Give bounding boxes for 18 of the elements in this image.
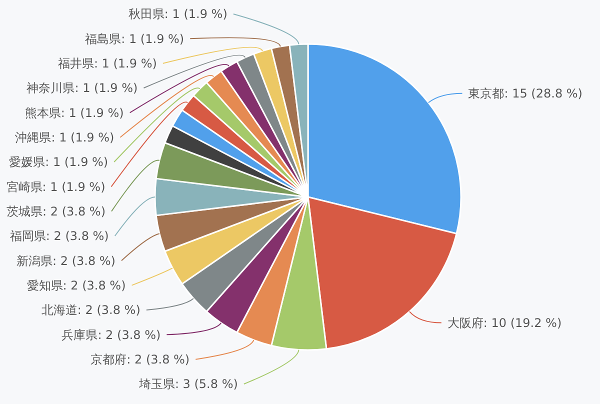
slice-label: 神奈川県: 1 (1.9 %) bbox=[26, 81, 138, 96]
slice-label: 埼玉県: 3 (5.8 %) bbox=[138, 377, 238, 392]
slice-label: 福岡県: 2 (3.8 %) bbox=[10, 229, 109, 244]
slice-label: 福島県: 1 (1.9 %) bbox=[85, 32, 184, 46]
slice-label: 大阪府: 10 (19.2 %) bbox=[447, 316, 562, 330]
slice-label: 福井県: 1 (1.9 %) bbox=[58, 56, 157, 71]
slice-label: 熊本県: 1 (1.9 %) bbox=[24, 106, 124, 120]
slice-label: 茨城県: 2 (3.8 %) bbox=[6, 204, 106, 219]
slice-label: 北海道: 2 (3.8 %) bbox=[41, 303, 140, 318]
slice-label: 兵庫県: 2 (3.8 %) bbox=[62, 328, 161, 342]
slice-label: 愛媛県: 1 (1.9 %) bbox=[9, 155, 108, 170]
slice-label: 愛知県: 2 (3.8 %) bbox=[26, 278, 126, 293]
slice-label: 沖縄県: 1 (1.9 %) bbox=[15, 130, 114, 145]
slice-label: 秋田県: 1 (1.9 %) bbox=[128, 7, 228, 22]
slice-label: 新潟県: 2 (3.8 %) bbox=[16, 254, 116, 268]
slice-label: 京都府: 2 (3.8 %) bbox=[90, 352, 190, 367]
slice-label: 宮崎県: 1 (1.9 %) bbox=[6, 180, 106, 194]
slice-label: 東京都: 15 (28.8 %) bbox=[468, 86, 582, 101]
